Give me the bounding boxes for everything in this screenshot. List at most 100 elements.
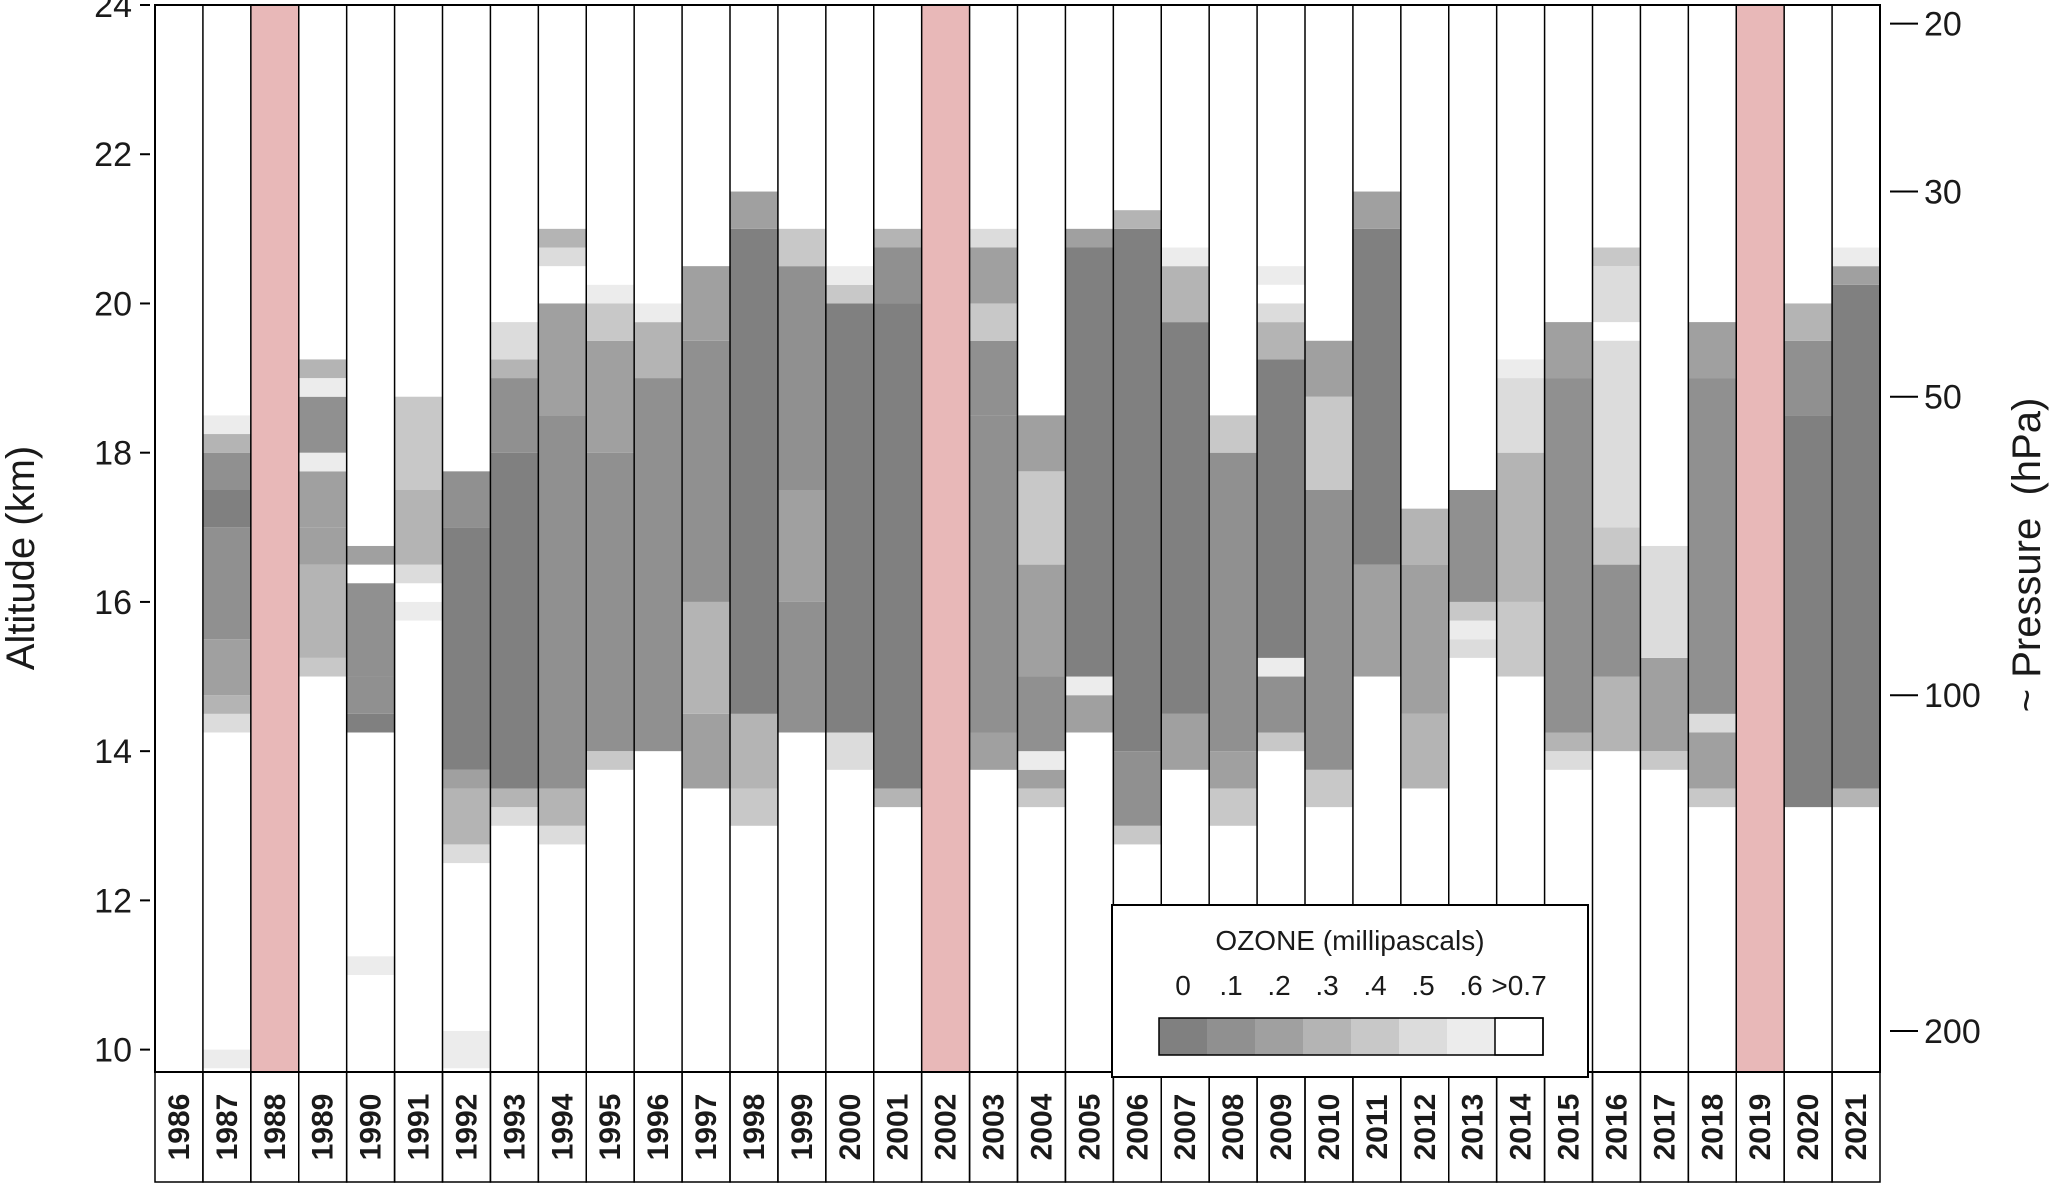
ozone-cell-1994-0 xyxy=(538,825,587,845)
year-column-1991 xyxy=(394,322,443,621)
ozone-cell-2018-3 xyxy=(1688,378,1737,714)
year-column-1992 xyxy=(442,471,491,1069)
year-column-1996 xyxy=(634,303,683,752)
ozone-cell-2015-3 xyxy=(1544,322,1593,379)
ozone-cell-2008-0 xyxy=(1209,788,1258,826)
ozone-cell-1997-1 xyxy=(682,601,730,714)
ozone-cell-1992-2 xyxy=(442,788,491,845)
year-label-1993: 1993 xyxy=(498,1094,531,1161)
ozone-cell-2020-2 xyxy=(1784,303,1833,341)
y-tick-label: 12 xyxy=(94,882,132,920)
year-column-2017 xyxy=(1640,545,1689,770)
ozone-cell-2018-0 xyxy=(1688,788,1737,808)
legend-swatch xyxy=(1159,1018,1207,1055)
ozone-cell-1987-7 xyxy=(202,434,251,453)
ozone-cell-2017-0 xyxy=(1640,751,1689,770)
ozone-cell-1989-2 xyxy=(298,527,347,565)
ozone-cell-1989-6 xyxy=(298,378,347,397)
year-label-2017: 2017 xyxy=(1648,1094,1681,1161)
ozone-cell-2008-2 xyxy=(1209,452,1258,752)
ozone-cell-1989-0 xyxy=(298,657,347,677)
ozone-cell-2011-1 xyxy=(1352,228,1401,565)
ozone-cell-1994-1 xyxy=(538,788,587,826)
ozone-cell-2009-3 xyxy=(1257,359,1305,658)
ozone-cell-1989-3 xyxy=(298,471,347,528)
year-column-2001 xyxy=(873,228,922,808)
ozone-cell-2021-0 xyxy=(1832,788,1880,808)
ozone-cell-2001-2 xyxy=(873,247,922,304)
ozone-cell-2020-0 xyxy=(1784,415,1833,808)
legend-swatch xyxy=(1303,1018,1351,1055)
ozone-cell-2006-1 xyxy=(1113,751,1162,826)
year-label-1995: 1995 xyxy=(594,1094,627,1161)
year-column-1989 xyxy=(298,359,347,677)
legend-bin-label: .3 xyxy=(1315,970,1338,1001)
ozone-cell-1991-1 xyxy=(394,564,443,584)
year-label-1999: 1999 xyxy=(786,1094,819,1161)
y2-tick-label: 20 xyxy=(1924,6,1962,44)
ozone-cell-2003-1 xyxy=(969,415,1018,733)
ozone-cell-2016-0 xyxy=(1592,676,1641,752)
ozone-cell-2013-2 xyxy=(1448,601,1497,621)
ozone-cell-2013-1 xyxy=(1448,620,1497,640)
year-label-2010: 2010 xyxy=(1313,1094,1346,1161)
year-labels: 1986 1987 1988 1989 1990 1991 1992 1993 1994 1995… xyxy=(154,1071,1881,1183)
left-altitude-axis: 10 12 14 16 18 20 22 24 xyxy=(94,0,150,1070)
year-column-1993 xyxy=(490,322,539,826)
year-column-2004 xyxy=(1017,415,1066,808)
ozone-cell-1995-0 xyxy=(586,751,635,770)
year-label-1991: 1991 xyxy=(403,1094,436,1161)
ozone-cell-1997-2 xyxy=(682,340,730,602)
legend-swatch xyxy=(1494,1017,1544,1056)
ozone-cell-1995-4 xyxy=(586,284,635,304)
year-column-1998 xyxy=(730,191,778,826)
ozone-cell-1987-8 xyxy=(202,415,251,435)
ozone-cell-2015-2 xyxy=(1544,378,1593,733)
year-label-2005: 2005 xyxy=(1073,1094,1106,1161)
ozone-cell-1999-3 xyxy=(777,228,826,267)
year-column-2003 xyxy=(969,228,1018,770)
ozone-cell-1987-1 xyxy=(202,713,251,733)
ozone-cell-2003-2 xyxy=(969,340,1018,416)
legend-bin-label: .2 xyxy=(1267,970,1290,1001)
ozone-cell-2012-2 xyxy=(1400,508,1449,565)
ozone-cell-2005-1 xyxy=(1065,676,1114,696)
legend-bin-label: 0 xyxy=(1175,970,1191,1001)
ozone-cell-2013-0 xyxy=(1448,639,1497,658)
legend-bin-label: .6 xyxy=(1459,970,1482,1001)
year-label-1998: 1998 xyxy=(738,1094,771,1161)
year-column-2010 xyxy=(1305,303,1353,808)
year-column-2013 xyxy=(1448,490,1497,658)
ozone-cell-2005-2 xyxy=(1065,247,1114,677)
year-label-2008: 2008 xyxy=(1217,1094,1250,1161)
ozone-cell-2016-2 xyxy=(1592,527,1641,565)
ozone-cell-2018-4 xyxy=(1688,322,1737,379)
ozone-cell-2012-1 xyxy=(1400,564,1449,714)
year-label-2012: 2012 xyxy=(1409,1094,1442,1161)
year-column-2020 xyxy=(1784,303,1833,808)
ozone-cell-1996-1 xyxy=(634,322,683,379)
year-column-2002 xyxy=(921,5,970,1072)
ozone-cell-2016-4 xyxy=(1592,266,1641,323)
year-column-2012 xyxy=(1400,508,1449,789)
ozone-cell-1989-1 xyxy=(298,564,347,658)
ozone-cell-2021-1 xyxy=(1832,284,1880,789)
y-tick-label: 24 xyxy=(94,0,132,25)
year-label-2013: 2013 xyxy=(1457,1094,1490,1161)
legend-title: OZONE (millipascals) xyxy=(1215,925,1484,956)
ozone-cell-1989-5 xyxy=(298,396,347,453)
year-column-2015 xyxy=(1544,322,1593,770)
legend-bin-label: .1 xyxy=(1219,970,1242,1001)
year-label-2011: 2011 xyxy=(1361,1094,1394,1159)
ozone-cell-1998-1 xyxy=(730,713,778,789)
ozone-cell-1995-1 xyxy=(586,452,635,752)
ozone-cell-1999-0 xyxy=(777,601,826,733)
year-label-2009: 2009 xyxy=(1265,1094,1298,1161)
ozone-cell-1990-3 xyxy=(346,583,395,677)
ozone-cell-2005-3 xyxy=(1065,228,1114,248)
ozone-cell-2009-5 xyxy=(1257,303,1305,323)
ozone-cell-1997-3 xyxy=(682,266,730,341)
ozone-cell-1996-2 xyxy=(634,303,683,323)
ozone-cell-2018-1 xyxy=(1688,732,1737,789)
ozone-cell-1992-4 xyxy=(442,527,491,770)
